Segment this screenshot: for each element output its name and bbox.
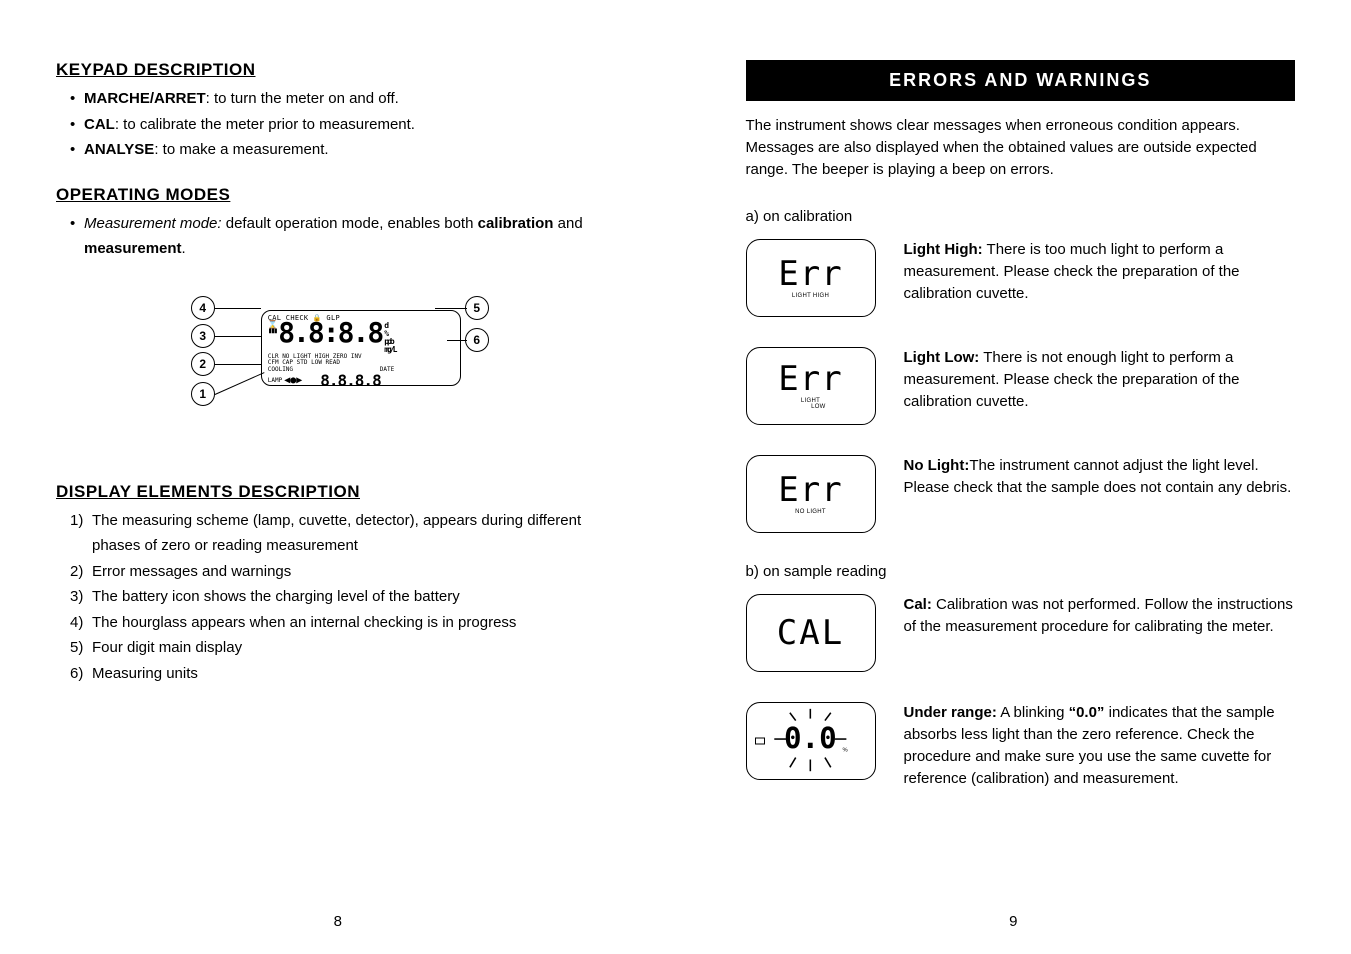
error-desc: Light High: There is too much light to p… bbox=[904, 239, 1296, 304]
display-item-text: Four digit main display bbox=[92, 639, 242, 656]
lcd-figure: CAL CHECK 🔒 GLP ⌛▮▮▮ 8.8:8.8 d % ppb mg/… bbox=[191, 302, 471, 432]
lead bbox=[215, 372, 265, 395]
lead bbox=[215, 308, 261, 309]
display-item: 6)Measuring units bbox=[70, 661, 606, 687]
lcd-error-box: Err LIGHT HIGH bbox=[746, 239, 876, 317]
error-desc: Under range: A blinking “0.0” indicates … bbox=[904, 702, 1296, 789]
lamp-icon: ◀●▶ bbox=[284, 376, 302, 386]
modes-desc-b: and bbox=[553, 215, 582, 232]
lead bbox=[447, 340, 467, 341]
display-item: 1)The measuring scheme (lamp, cuvette, d… bbox=[70, 508, 606, 559]
keypad-heading: KEYPAD DESCRIPTION bbox=[56, 60, 606, 80]
lcd-lamp: LAMP bbox=[268, 378, 282, 385]
keypad-term: ANALYSE bbox=[84, 141, 154, 158]
callout-4: 4 bbox=[191, 296, 215, 320]
svg-text:0.0: 0.0 bbox=[784, 721, 837, 755]
errors-title: ERRORS AND WARNINGS bbox=[889, 70, 1151, 90]
err-code: Err bbox=[778, 473, 842, 507]
error-desc: No Light:The instrument cannot adjust th… bbox=[904, 455, 1296, 499]
error-desc: Light Low: There is not enough light to … bbox=[904, 347, 1296, 412]
callout-3: 3 bbox=[191, 324, 215, 348]
keypad-term: MARCHE/ARRET bbox=[84, 90, 206, 107]
callout-6: 6 bbox=[465, 328, 489, 352]
keypad-term: CAL bbox=[84, 116, 115, 133]
error-row-light-high: Err LIGHT HIGH Light High: There is too … bbox=[746, 239, 1296, 317]
svg-text:%: % bbox=[843, 748, 848, 754]
err-bold: Light High: bbox=[904, 241, 983, 258]
err-bold: Under range: bbox=[904, 704, 997, 721]
display-heading: DISPLAY ELEMENTS DESCRIPTION bbox=[56, 482, 606, 502]
lcd-error-box: Err LIGHT LOW bbox=[746, 347, 876, 425]
lcd-screen: CAL CHECK 🔒 GLP ⌛▮▮▮ 8.8:8.8 d % ppb mg/… bbox=[261, 310, 461, 386]
lcd-error-box: Err NO LIGHT bbox=[746, 455, 876, 533]
lcd-error-box: CAL bbox=[746, 594, 876, 672]
err-bold: Cal: bbox=[904, 596, 932, 613]
err-sub: NO LIGHT bbox=[795, 509, 826, 515]
display-item: 3)The battery icon shows the charging le… bbox=[70, 584, 606, 610]
display-item-text: Measuring units bbox=[92, 665, 198, 682]
error-row-light-low: Err LIGHT LOW Light Low: There is not en… bbox=[746, 347, 1296, 425]
err-txt: Calibration was not performed. Follow th… bbox=[904, 596, 1293, 635]
modes-list: Measurement mode: default operation mode… bbox=[56, 211, 606, 262]
lcd-digits-super: d % ppb mg/L bbox=[384, 322, 395, 354]
callout-2: 2 bbox=[191, 352, 215, 376]
modes-bold2: measurement bbox=[84, 240, 182, 257]
display-item: 4)The hourglass appears when an internal… bbox=[70, 610, 606, 636]
err-code: CAL bbox=[777, 613, 844, 653]
display-item: 2)Error messages and warnings bbox=[70, 559, 606, 585]
display-item-text: The battery icon shows the charging leve… bbox=[92, 588, 460, 605]
modes-heading: OPERATING MODES bbox=[56, 185, 606, 205]
err-txt-a: A blinking bbox=[997, 704, 1069, 721]
lead bbox=[435, 308, 467, 309]
lcd-bot-digits: 8.8.8.8 bbox=[320, 373, 380, 389]
modes-desc-a: default operation mode, enables both bbox=[222, 215, 478, 232]
modes-item: Measurement mode: default operation mode… bbox=[70, 211, 606, 262]
error-desc: Cal: Calibration was not performed. Foll… bbox=[904, 594, 1296, 638]
keypad-list: MARCHE/ARRET: to turn the meter on and o… bbox=[56, 86, 606, 163]
keypad-desc: : to turn the meter on and off. bbox=[206, 90, 399, 107]
modes-term: Measurement mode: bbox=[84, 215, 222, 232]
page-9: ERRORS AND WARNINGS The instrument shows… bbox=[676, 0, 1351, 954]
page-number-left: 8 bbox=[334, 913, 342, 930]
keypad-item: MARCHE/ARRET: to turn the meter on and o… bbox=[70, 86, 606, 112]
err-bold: Light Low: bbox=[904, 349, 980, 366]
callout-5: 5 bbox=[465, 296, 489, 320]
keypad-item: ANALYSE: to make a measurement. bbox=[70, 137, 606, 163]
errors-intro: The instrument shows clear messages when… bbox=[746, 115, 1296, 180]
keypad-item: CAL: to calibrate the meter prior to mea… bbox=[70, 112, 606, 138]
err-sub: LIGHT HIGH bbox=[792, 293, 829, 299]
display-list: 1)The measuring scheme (lamp, cuvette, d… bbox=[56, 508, 606, 687]
blink-icon: 0.0 % bbox=[747, 703, 874, 779]
lead bbox=[215, 364, 261, 365]
lcd-error-box-blink: 0.0 % bbox=[746, 702, 876, 780]
display-item: 5)Four digit main display bbox=[70, 635, 606, 661]
page-number-right: 9 bbox=[1009, 913, 1017, 930]
error-row-under-range: 0.0 % Under range: A blinking “0.0” indi… bbox=[746, 702, 1296, 789]
lead bbox=[215, 336, 261, 337]
modes-desc-c: . bbox=[182, 240, 186, 257]
keypad-desc: : to calibrate the meter prior to measur… bbox=[115, 116, 415, 133]
callout-1: 1 bbox=[191, 382, 215, 406]
display-item-text: The measuring scheme (lamp, cuvette, det… bbox=[92, 512, 581, 555]
display-item-text: Error messages and warnings bbox=[92, 563, 291, 580]
err-bold: No Light: bbox=[904, 457, 970, 474]
err-quote: “0.0” bbox=[1069, 704, 1105, 721]
err-code: Err bbox=[778, 257, 842, 291]
display-item-text: The hourglass appears when an internal c… bbox=[92, 614, 516, 631]
lcd-digits: ⌛▮▮▮ 8.8:8.8 d % ppb mg/L bbox=[268, 322, 454, 354]
section-b-heading: b) on sample reading bbox=[746, 563, 1296, 580]
err-sub: LIGHT LOW bbox=[795, 398, 825, 410]
error-row-cal: CAL Cal: Calibration was not performed. … bbox=[746, 594, 1296, 672]
page-8: KEYPAD DESCRIPTION MARCHE/ARRET: to turn… bbox=[0, 0, 676, 954]
error-row-no-light: Err NO LIGHT No Light:The instrument can… bbox=[746, 455, 1296, 533]
modes-bold1: calibration bbox=[478, 215, 554, 232]
errors-title-bar: ERRORS AND WARNINGS bbox=[746, 60, 1296, 101]
lcd-digits-main: 8.8:8.8 bbox=[278, 322, 382, 344]
section-a-heading: a) on calibration bbox=[746, 208, 1296, 225]
keypad-desc: : to make a measurement. bbox=[154, 141, 328, 158]
err-code: Err bbox=[778, 362, 842, 396]
